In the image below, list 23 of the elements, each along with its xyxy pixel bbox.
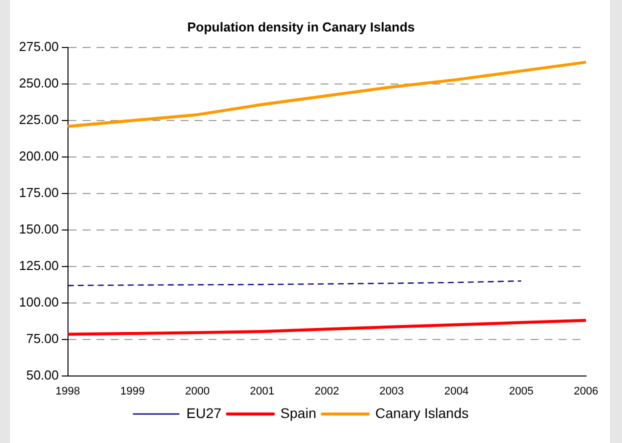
x-tick-label: 2000 <box>185 385 210 398</box>
y-tick-label: 275.00 <box>18 39 59 54</box>
y-tick-label: 75.00 <box>26 330 59 346</box>
y-tick-label: 100.00 <box>18 294 59 310</box>
x-tick-label: 2006 <box>574 385 598 398</box>
y-tick-label: 200.00 <box>18 148 59 164</box>
y-tick-label: 225.00 <box>18 112 59 128</box>
x-tick-label: 2005 <box>508 385 534 398</box>
x-tick-label: 1999 <box>120 385 145 398</box>
chart-title: Population density in Canary Islands <box>187 19 415 34</box>
y-tick-label: 175.00 <box>18 185 59 200</box>
x-tick-label: 2001 <box>250 385 274 398</box>
y-tick-label: 50.00 <box>26 367 59 382</box>
x-tick-label: 2003 <box>379 385 404 398</box>
y-tick-label: 125.00 <box>18 258 59 273</box>
legend-label: EU27 <box>186 404 222 421</box>
legend-label: Spain <box>280 404 316 421</box>
x-tick-label: 1998 <box>56 385 80 398</box>
x-tick-label: 2004 <box>444 385 469 398</box>
y-tick-label: 150.00 <box>18 222 59 237</box>
x-tick-label: 2002 <box>314 385 340 398</box>
y-tick-label: 250.00 <box>18 76 59 91</box>
legend-label: Canary Islands <box>375 404 469 421</box>
